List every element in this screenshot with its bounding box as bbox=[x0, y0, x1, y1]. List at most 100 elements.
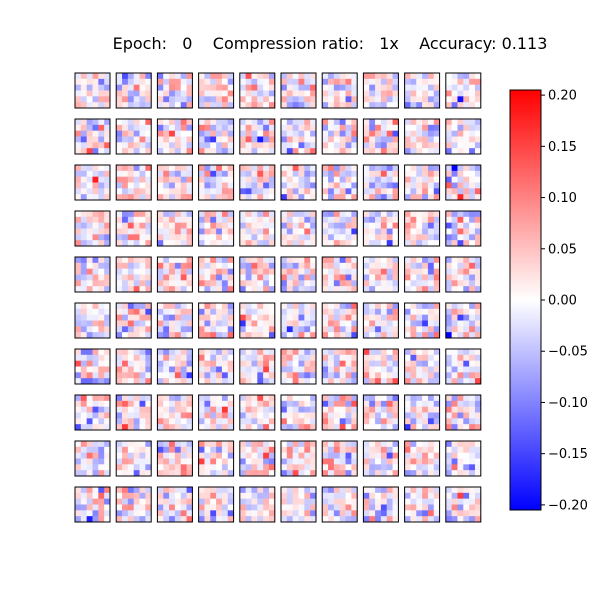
kernel-pixel bbox=[451, 280, 458, 287]
kernel-pixel bbox=[216, 452, 223, 459]
kernel-pixel bbox=[210, 216, 217, 224]
kernel-pixel bbox=[474, 148, 482, 155]
kernel-pixel bbox=[422, 424, 429, 431]
kernel-pixel bbox=[245, 90, 252, 97]
kernel-pixel bbox=[104, 228, 111, 235]
kernel-pixel bbox=[328, 119, 335, 126]
kernel-pixel bbox=[145, 470, 152, 477]
kernel-pixel bbox=[210, 504, 217, 511]
kernel-pixel bbox=[281, 395, 288, 402]
kernel-pixel bbox=[433, 119, 440, 126]
kernel-pixel bbox=[375, 498, 382, 505]
kernel-pixel bbox=[375, 418, 382, 425]
kernel-pixel bbox=[174, 458, 182, 465]
kernel-pixel bbox=[416, 262, 423, 270]
kernel-pixel bbox=[386, 366, 393, 373]
kernel-pixel bbox=[345, 257, 352, 264]
kernel-pixel bbox=[410, 78, 417, 86]
kernel-pixel bbox=[298, 280, 305, 287]
kernel-pixel bbox=[180, 102, 187, 109]
kernel-pixel bbox=[351, 424, 358, 431]
kernel-pixel bbox=[210, 96, 217, 103]
kernel-pixel bbox=[328, 194, 335, 201]
kernel-pixel bbox=[345, 274, 352, 281]
kernel-pixel bbox=[375, 194, 382, 201]
kernel-pixel bbox=[404, 464, 411, 471]
kernel-pixel bbox=[145, 228, 152, 235]
kernel-pixel bbox=[345, 142, 352, 149]
kernel-pixel bbox=[339, 424, 346, 431]
kernel-pixel bbox=[139, 400, 146, 408]
kernel-pixel bbox=[268, 280, 276, 287]
kernel-pixel bbox=[80, 274, 88, 281]
kernel-pixel bbox=[239, 424, 247, 431]
kernel-pixel bbox=[404, 234, 411, 241]
kernel-pixel bbox=[345, 354, 352, 362]
kernel-pixel bbox=[328, 211, 335, 218]
kernel-pixel bbox=[133, 176, 140, 183]
kernel-pixel bbox=[210, 234, 217, 241]
kernel-frame bbox=[280, 72, 317, 109]
kernel-pixel bbox=[198, 354, 205, 362]
kernel-pixel bbox=[427, 487, 435, 494]
kernel-pixel bbox=[392, 84, 399, 91]
kernel-pixel bbox=[351, 222, 358, 229]
kernel-pixel bbox=[292, 424, 299, 431]
kernel-pixel bbox=[351, 332, 358, 339]
kernel-pixel bbox=[122, 378, 129, 385]
kernel-pixel bbox=[474, 262, 482, 270]
kernel-pixel bbox=[427, 124, 435, 132]
kernel-pixel bbox=[310, 84, 317, 91]
kernel-pixel bbox=[433, 400, 440, 408]
kernel-pixel bbox=[410, 240, 417, 247]
kernel-pixel bbox=[216, 498, 223, 505]
kernel-pixel bbox=[268, 194, 276, 201]
kernel-pixel bbox=[457, 349, 464, 356]
kernel-pixel bbox=[469, 96, 476, 103]
kernel-pixel bbox=[157, 314, 164, 321]
kernel-pixel bbox=[198, 148, 205, 155]
kernel-pixel bbox=[133, 194, 140, 201]
kernel-pixel bbox=[263, 366, 270, 373]
kernel-pixel bbox=[451, 73, 458, 80]
kernel-pixel bbox=[127, 326, 135, 333]
filter-kernel-r5-c9 bbox=[445, 302, 482, 339]
kernel-pixel bbox=[416, 268, 423, 275]
kernel-pixel bbox=[422, 441, 429, 448]
kernel-pixel bbox=[204, 170, 211, 178]
kernel-pixel bbox=[404, 498, 411, 505]
kernel-pixel bbox=[474, 182, 482, 189]
kernel-pixel bbox=[380, 194, 388, 201]
kernel-pixel bbox=[251, 303, 258, 310]
kernel-pixel bbox=[257, 470, 264, 477]
kernel-pixel bbox=[457, 516, 464, 523]
filter-kernel-r0-c5 bbox=[280, 72, 317, 109]
kernel-pixel bbox=[239, 194, 247, 201]
kernel-pixel bbox=[345, 452, 352, 459]
kernel-pixel bbox=[363, 262, 370, 270]
kernel-pixel bbox=[257, 349, 264, 356]
kernel-pixel bbox=[86, 487, 93, 494]
kernel-pixel bbox=[239, 176, 247, 183]
kernel-pixel bbox=[221, 360, 229, 367]
kernel-pixel bbox=[298, 492, 305, 500]
kernel-pixel bbox=[292, 378, 299, 385]
kernel-pixel bbox=[186, 228, 193, 235]
kernel-pixel bbox=[322, 102, 329, 109]
filter-kernel-r2-c5 bbox=[280, 164, 317, 201]
kernel-pixel bbox=[286, 240, 294, 247]
kernel-pixel bbox=[457, 136, 464, 143]
kernel-pixel bbox=[392, 406, 399, 413]
kernel-pixel bbox=[210, 492, 217, 500]
kernel-pixel bbox=[345, 487, 352, 494]
kernel-pixel bbox=[227, 216, 234, 224]
kernel-pixel bbox=[186, 354, 193, 362]
kernel-pixel bbox=[304, 124, 311, 132]
kernel-pixel bbox=[310, 378, 317, 385]
kernel-pixel bbox=[169, 130, 176, 137]
kernel-pixel bbox=[268, 142, 276, 149]
kernel-frame bbox=[156, 256, 193, 293]
filter-kernel-r7-c9 bbox=[445, 394, 482, 431]
kernel-pixel bbox=[116, 102, 123, 109]
kernel-pixel bbox=[104, 280, 111, 287]
